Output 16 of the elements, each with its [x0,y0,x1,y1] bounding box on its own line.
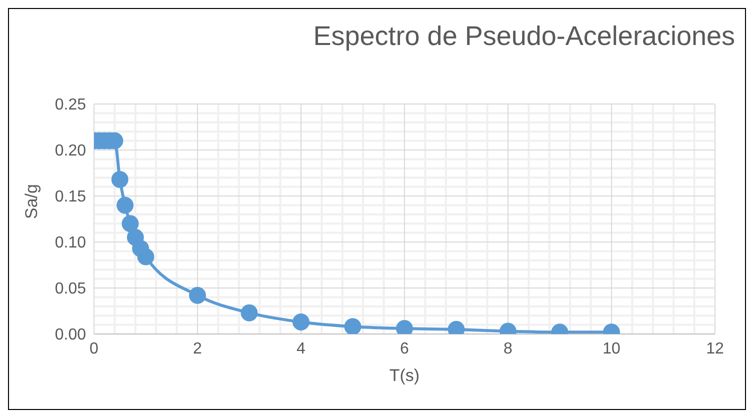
x-tick-label: 10 [602,340,620,358]
chart-title: Espectro de Pseudo-Aceleraciones [313,21,735,52]
y-tick-label: 0.25 [54,96,86,114]
y-tick-label: 0.15 [54,188,86,206]
x-axis-title: T(s) [389,366,420,385]
x-tick-label: 8 [504,340,513,358]
x-tick-label: 6 [400,340,410,358]
y-tick-label: 0.20 [54,142,86,160]
y-tick-label: 0.05 [54,280,86,298]
x-tick-label: 2 [193,340,202,358]
y-axis-title: Sa/g [22,184,42,219]
y-tick-label: 0.00 [54,326,86,344]
y-tick-label: 0.10 [54,234,86,252]
x-tick-label: 0 [90,340,99,358]
x-tick-label: 12 [706,340,724,358]
x-tick-label: 4 [296,340,306,358]
